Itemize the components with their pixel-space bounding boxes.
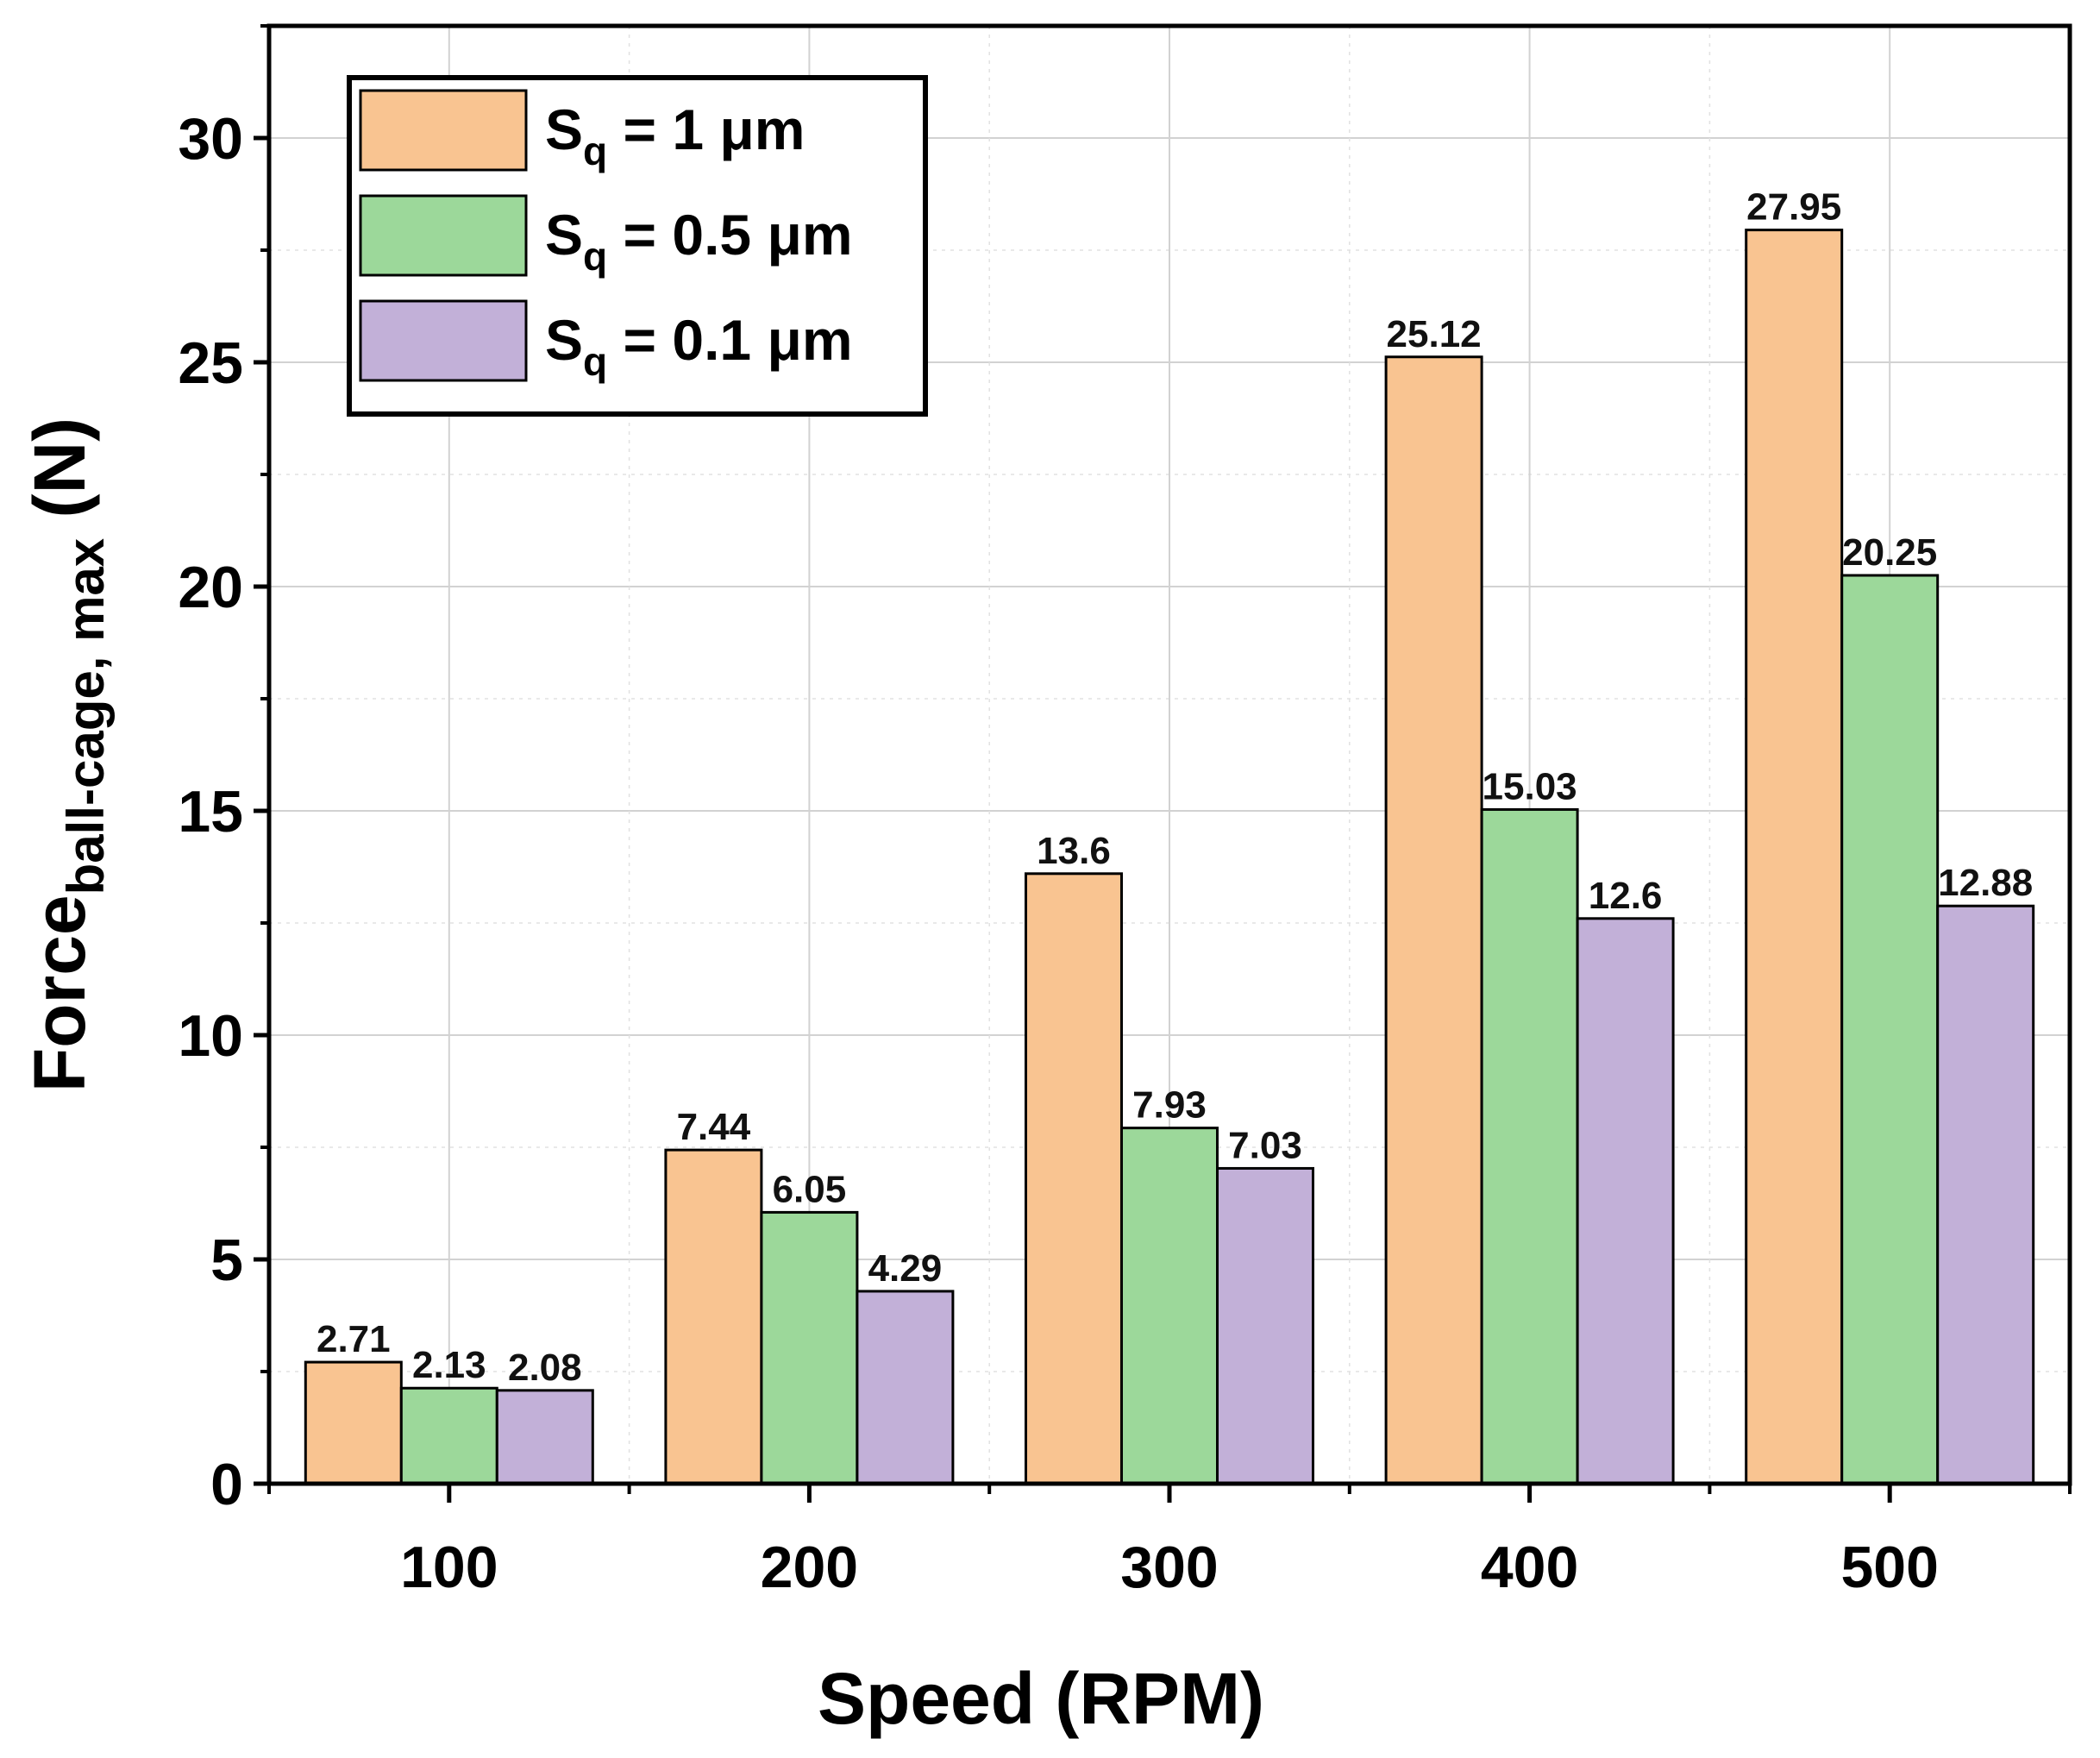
data-label-400-series-3: 12.6 <box>1589 875 1663 917</box>
bar-400-series-2 <box>1480 807 1579 1485</box>
bar-100-series-1 <box>304 1360 403 1485</box>
legend-swatch-series-3 <box>359 299 528 382</box>
y-tick-label: 30 <box>178 106 243 172</box>
bar-200-series-3 <box>856 1290 955 1485</box>
legend: Sq = 1 μm Sq = 0.5 μm Sq = 0.1 μm <box>347 75 928 417</box>
axis-ticks: 0 5 10 15 20 25 30 100 200 300 400 500 <box>178 24 2072 1600</box>
y-axis-title-unit: (N) <box>19 418 100 538</box>
y-tick-label: 15 <box>178 779 243 844</box>
data-label-400-series-1: 25.12 <box>1387 313 1482 355</box>
bar-400-series-3 <box>1576 917 1675 1485</box>
data-label-100-series-3: 2.08 <box>508 1347 582 1389</box>
y-tick-label: 5 <box>210 1227 243 1293</box>
legend-swatch-series-2 <box>359 194 528 277</box>
legend-swatch-series-1 <box>359 89 528 172</box>
data-label-100-series-2: 2.13 <box>412 1344 486 1386</box>
y-axis-title-main: Force <box>19 895 100 1092</box>
data-label-300-series-1: 13.6 <box>1037 830 1111 872</box>
bars <box>304 229 2035 1485</box>
bar-300-series-1 <box>1025 872 1123 1485</box>
bar-100-series-2 <box>399 1386 498 1485</box>
bar-400-series-1 <box>1384 355 1483 1485</box>
y-tick-label: 10 <box>178 1003 243 1069</box>
y-tick-label: 25 <box>178 330 243 396</box>
bar-200-series-1 <box>664 1148 763 1485</box>
y-tick-label: 0 <box>210 1452 243 1517</box>
data-label-200-series-2: 6.05 <box>773 1168 847 1210</box>
legend-label-series-2: Sq = 0.5 μm <box>545 203 853 279</box>
bar-100-series-3 <box>495 1389 594 1485</box>
data-label-200-series-1: 7.44 <box>677 1106 751 1148</box>
bar-300-series-2 <box>1120 1127 1219 1485</box>
data-label-300-series-3: 7.03 <box>1228 1124 1302 1166</box>
bar-200-series-2 <box>760 1210 859 1485</box>
x-tick-label-100: 100 <box>400 1535 498 1600</box>
x-axis-title: Speed (RPM) <box>818 1658 1264 1739</box>
data-labels: 2.71 2.13 2.08 7.44 6.05 4.29 13.6 7.93 7.03 25.1… <box>317 186 2033 1389</box>
data-label-400-series-2: 15.03 <box>1483 765 1577 807</box>
data-label-300-series-2: 7.93 <box>1132 1084 1207 1127</box>
bar-500-series-1 <box>1745 229 1844 1485</box>
data-label-100-series-1: 2.71 <box>317 1318 391 1360</box>
bar-300-series-3 <box>1216 1166 1314 1485</box>
x-tick-label-500: 500 <box>1840 1535 1938 1600</box>
x-tick-label-400: 400 <box>1481 1535 1578 1600</box>
y-axis-title-subscript: ball-cage, max <box>57 538 115 895</box>
legend-label-series-1: Sq = 1 μm <box>545 97 805 173</box>
bar-500-series-2 <box>1840 574 1940 1485</box>
data-label-500-series-2: 20.25 <box>1842 531 1937 574</box>
bar-500-series-3 <box>1936 904 2035 1485</box>
y-tick-label: 20 <box>178 555 243 620</box>
y-axis-title: Forceball-cage, max (N) <box>19 418 115 1092</box>
data-label-500-series-3: 12.88 <box>1938 862 2033 904</box>
data-label-200-series-3: 4.29 <box>868 1247 943 1290</box>
x-tick-label-200: 200 <box>761 1535 858 1600</box>
x-tick-label-300: 300 <box>1120 1535 1218 1600</box>
legend-label-series-3: Sq = 0.1 μm <box>545 308 853 384</box>
data-label-500-series-1: 27.95 <box>1746 186 1841 229</box>
